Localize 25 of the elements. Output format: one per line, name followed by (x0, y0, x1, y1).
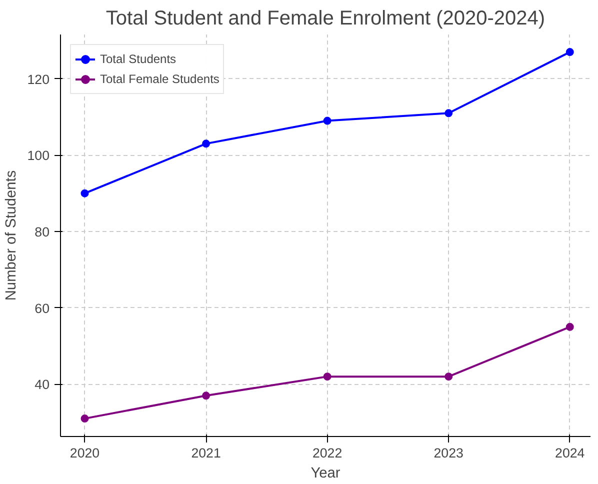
point (202, 392, 210, 400)
point (80, 189, 89, 198)
point (444, 109, 453, 118)
chart-title: Total Student and Female Enrolment (2020-2024) (106, 8, 546, 30)
point (323, 372, 332, 381)
x-axis-title: Year (310, 466, 340, 482)
x-tick-label: 2021 (191, 446, 221, 460)
point (444, 372, 453, 381)
point (566, 322, 574, 331)
point (323, 116, 332, 125)
y-tick-label: 60 (34, 300, 50, 316)
x-tick-label: 2022 (312, 446, 342, 460)
y-tick-label: 100 (27, 148, 50, 164)
point (202, 140, 210, 148)
y-tick-label: 120 (27, 72, 50, 87)
x-tick-label: 2024 (555, 446, 586, 460)
point (80, 414, 89, 423)
legend-label: Total Students (100, 52, 176, 66)
legend-label: Total Female Students (100, 72, 220, 86)
x-tick-label: 2020 (70, 446, 100, 460)
y-tick-label: 40 (34, 377, 50, 392)
y-axis-title: Number of Students (3, 170, 20, 301)
point (566, 48, 574, 56)
x-tick-label: 2023 (434, 446, 464, 460)
y-tick-label: 80 (34, 224, 50, 240)
